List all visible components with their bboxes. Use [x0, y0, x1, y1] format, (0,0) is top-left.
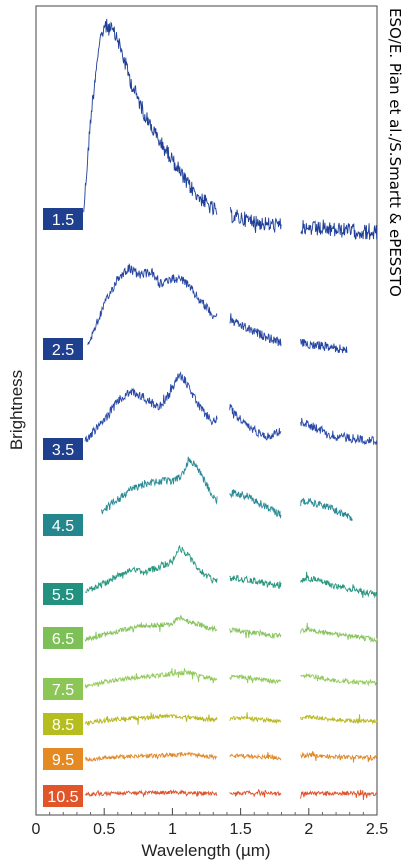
spectrum-line-9-5	[85, 751, 378, 763]
epoch-label-text: 7.5	[52, 682, 74, 699]
epoch-label-text: 8.5	[52, 717, 74, 734]
x-axis: 0 0.5 1 1.5 2 2.5	[32, 808, 388, 838]
spectrum-line-7-5	[84, 668, 378, 689]
epoch-label-box	[43, 438, 83, 460]
epoch-label-text: 3.5	[52, 442, 74, 459]
x-tick-label: 0	[32, 821, 41, 838]
x-tick-label: 0.5	[93, 821, 115, 838]
epoch-label-10-5: 10.5	[43, 785, 83, 807]
epoch-label-box	[43, 678, 83, 700]
x-tick-label: 1	[168, 821, 177, 838]
epoch-label-1-5: 1.5	[43, 208, 83, 230]
epoch-label-3-5: 3.5	[43, 438, 83, 460]
epoch-label-box	[43, 514, 83, 536]
epoch-label-text: 1.5	[52, 212, 74, 229]
spectrum-line-1-5	[83, 18, 378, 240]
spectrum-line-3-5	[84, 371, 378, 446]
epoch-label-text: 4.5	[52, 518, 74, 535]
epoch-label-box	[43, 748, 83, 770]
epoch-label-box	[43, 713, 83, 735]
x-axis-title: Wavelength (µm)	[141, 841, 270, 860]
epoch-label-text: 9.5	[52, 752, 74, 769]
epoch-label-box	[43, 627, 83, 649]
x-tick-label: 2.5	[366, 821, 388, 838]
plot-frame	[35, 5, 378, 816]
epoch-label-box	[43, 785, 83, 807]
spectra-group: 1.5 2.5 3.5 4.5 5.5 6.5 7.5 8.5 9.5 10.5	[43, 18, 378, 807]
x-tick-label: 2	[304, 821, 313, 838]
spectrum-line-8-5	[84, 712, 378, 727]
spectrum-line-5-5	[85, 545, 378, 599]
epoch-label-5-5: 5.5	[43, 583, 83, 605]
spectrum-line-10-5	[84, 788, 378, 800]
epoch-label-text: 2.5	[52, 342, 74, 359]
epoch-label-text: 5.5	[52, 587, 74, 604]
spectrum-line-2-5	[87, 262, 348, 354]
y-axis-title: Brightness	[7, 370, 26, 450]
x-tick-label: 1.5	[229, 821, 251, 838]
epoch-label-4-5: 4.5	[43, 514, 83, 536]
epoch-label-box	[43, 338, 83, 360]
epoch-label-text: 10.5	[47, 789, 78, 806]
epoch-label-text: 6.5	[52, 631, 74, 648]
spectrum-line-6-5	[84, 615, 378, 643]
spectrum-line-4-5	[101, 456, 353, 522]
epoch-label-2-5: 2.5	[43, 338, 83, 360]
epoch-label-7-5: 7.5	[43, 678, 83, 700]
credit-text: ESO/E. Pian et al./S.Smartt & ePESSTO	[386, 8, 404, 297]
epoch-label-box	[43, 208, 83, 230]
epoch-label-8-5: 8.5	[43, 713, 83, 735]
epoch-label-6-5: 6.5	[43, 627, 83, 649]
epoch-label-box	[43, 583, 83, 605]
epoch-label-9-5: 9.5	[43, 748, 83, 770]
